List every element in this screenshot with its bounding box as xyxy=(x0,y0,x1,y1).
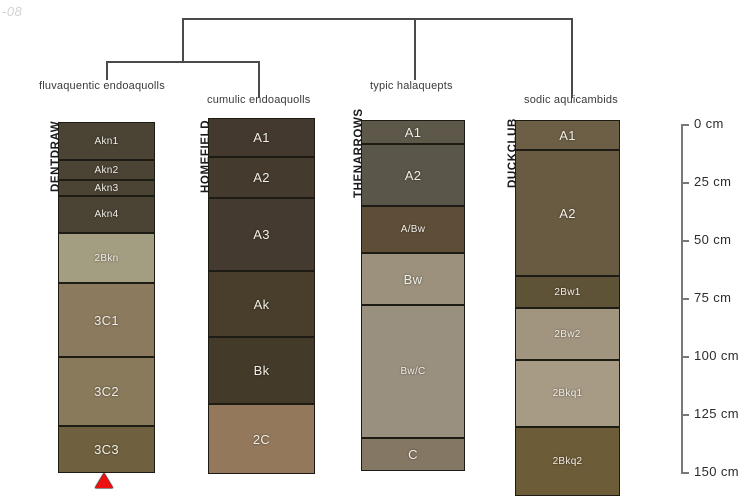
horizon-label: Akn3 xyxy=(94,182,119,194)
horizon-label: 3C3 xyxy=(94,442,119,457)
horizon-label: Akn4 xyxy=(94,209,119,220)
horizon-a2[interactable]: A2 xyxy=(208,157,315,198)
dendrogram-branch-left xyxy=(182,18,184,62)
horizon-2bw2[interactable]: 2Bw2 xyxy=(515,308,620,360)
horizon-2bkn[interactable]: 2Bkn xyxy=(58,233,155,283)
horizon-label: Ak xyxy=(253,296,270,312)
horizon-a3[interactable]: A3 xyxy=(208,198,315,271)
taxon-label-fluvaquentic-endoaquolls: fluvaquentic endoaquolls xyxy=(39,80,165,92)
horizon-c[interactable]: C xyxy=(361,438,465,471)
horizon-label: A2 xyxy=(253,170,270,185)
horizon-label: Bk xyxy=(253,363,270,378)
horizon-bw-c[interactable]: Bw/C xyxy=(361,305,465,438)
depth-axis-tick-label: 50 cm xyxy=(694,232,732,247)
depth-axis-tick-label: 75 cm xyxy=(694,290,732,305)
horizon-a1[interactable]: A1 xyxy=(208,118,315,157)
horizon-label: A3 xyxy=(253,227,270,242)
horizon-a-bw[interactable]: A/Bw xyxy=(361,206,465,253)
horizon-label: Bw/C xyxy=(400,366,426,377)
horizon-label: 2C xyxy=(252,431,271,447)
horizon-label: 2Bkn xyxy=(94,252,119,264)
horizon-bk[interactable]: Bk xyxy=(208,337,315,404)
horizon-label: 2Bw1 xyxy=(554,286,581,298)
depth-axis-tick xyxy=(681,472,689,474)
depth-axis-tick-label: 25 cm xyxy=(694,174,732,189)
depth-axis-tick-label: 100 cm xyxy=(694,348,740,363)
horizon-label: A1 xyxy=(559,127,576,143)
depth-axis-tick xyxy=(681,356,689,358)
horizon-akn3[interactable]: Akn3 xyxy=(58,180,155,196)
depth-axis-tick xyxy=(681,240,689,242)
horizon-label: 3C2 xyxy=(94,384,119,399)
horizon-bw[interactable]: Bw xyxy=(361,253,465,305)
horizon-3c3[interactable]: 3C3 xyxy=(58,426,155,473)
horizon-akn1[interactable]: Akn1 xyxy=(58,122,155,160)
horizon-label: Akn2 xyxy=(94,164,119,176)
horizon-akn2[interactable]: Akn2 xyxy=(58,160,155,180)
horizon-2c[interactable]: 2C xyxy=(208,404,315,474)
depth-axis-tick xyxy=(681,414,689,416)
horizon-label: A1 xyxy=(253,130,270,145)
depth-axis-tick xyxy=(681,182,689,184)
horizon-2bw1[interactable]: 2Bw1 xyxy=(515,276,620,308)
horizon-a2[interactable]: A2 xyxy=(361,144,465,206)
dendrogram-sub-bar xyxy=(106,61,259,63)
horizon-label: C xyxy=(408,447,418,462)
horizon-label: Bw xyxy=(403,271,423,287)
horizon-label: A/Bw xyxy=(400,224,426,235)
dendrogram-branch-fluvaquentic-endoaquolls xyxy=(106,61,108,80)
horizon-label: 2Bkq1 xyxy=(552,388,583,399)
horizon-a1[interactable]: A1 xyxy=(515,120,620,150)
depth-axis-tick-label: 150 cm xyxy=(694,464,740,479)
horizon-a1[interactable]: A1 xyxy=(361,120,465,144)
horizon-a2[interactable]: A2 xyxy=(515,150,620,276)
horizon-akn4[interactable]: Akn4 xyxy=(58,196,155,233)
dendrogram-branch-cumulic-endoaquolls xyxy=(258,61,260,98)
taxon-label-typic-halaquepts: typic halaquepts xyxy=(370,80,453,92)
taxon-label-cumulic-endoaquolls: cumulic endoaquolls xyxy=(207,94,311,106)
watermark-text: -08 xyxy=(2,4,23,19)
depth-axis-tick-label: 0 cm xyxy=(694,116,724,131)
horizon-3c2[interactable]: 3C2 xyxy=(58,357,155,426)
horizon-label: 2Bw2 xyxy=(554,328,581,340)
horizon-label: 2Bkq2 xyxy=(552,456,583,467)
horizon-2bkq2[interactable]: 2Bkq2 xyxy=(515,427,620,496)
horizon-3c1[interactable]: 3C1 xyxy=(58,283,155,357)
dendrogram-root-bar xyxy=(182,18,572,20)
water-table-marker xyxy=(95,473,113,488)
horizon-label: Akn1 xyxy=(94,135,119,147)
dendrogram-branch-sodic-aquicambids xyxy=(571,18,573,98)
taxon-label-sodic-aquicambids: sodic aquicambids xyxy=(524,94,618,106)
horizon-label: A1 xyxy=(404,124,422,140)
dendrogram-branch-typic-halaquepts xyxy=(414,18,416,80)
horizon-2bkq1[interactable]: 2Bkq1 xyxy=(515,360,620,427)
depth-axis-tick xyxy=(681,298,689,300)
depth-axis-tick xyxy=(681,124,689,126)
horizon-label: A2 xyxy=(559,205,576,221)
horizon-ak[interactable]: Ak xyxy=(208,271,315,337)
depth-axis-tick-label: 125 cm xyxy=(694,406,740,421)
horizon-label: A2 xyxy=(404,167,422,183)
horizon-label: 3C1 xyxy=(94,312,119,328)
